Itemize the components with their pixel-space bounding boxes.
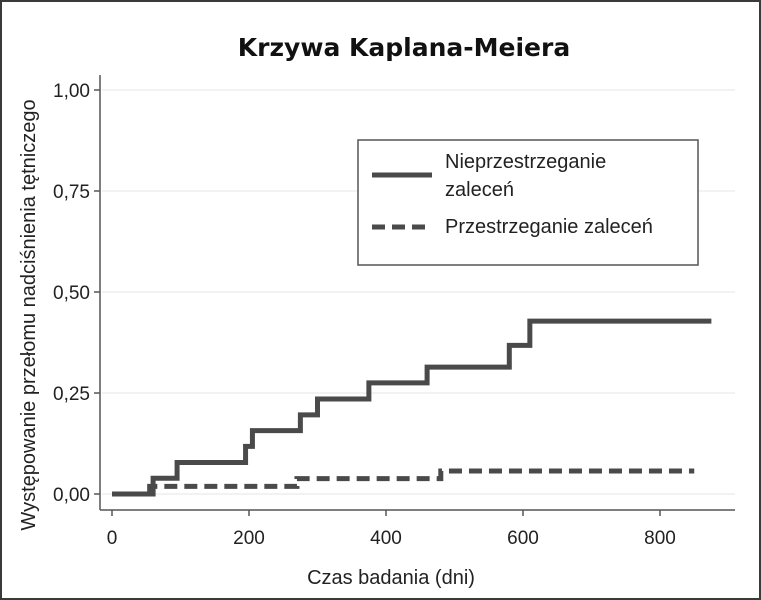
y-tick-label-4: 1,00 [53, 81, 90, 102]
y-tick-label-0: 0,00 [53, 485, 90, 506]
x-tick-label-1: 200 [233, 528, 265, 549]
y-tick-label-1: 0,25 [53, 384, 90, 405]
legend-label-solid-line2: zaleceń [445, 179, 514, 201]
y-tick-label-3: 0,75 [53, 182, 90, 203]
y-ticks: 0,00 0,25 0,50 0,75 1,00 [53, 81, 100, 506]
y-axis-label: Występowanie przełomu nadciśnienia tętni… [18, 99, 40, 530]
legend-label-dashed: Przestrzeganie zaleceń [445, 216, 653, 238]
y-tick-label-2: 0,50 [53, 283, 90, 304]
x-ticks: 0 200 400 600 800 [107, 510, 676, 549]
series-lines [112, 318, 712, 497]
legend: Nieprzestrzeganie zaleceń Przestrzeganie… [357, 139, 699, 266]
legend-label-solid-line1: Nieprzestrzeganie [445, 151, 606, 173]
x-tick-label-0: 0 [107, 528, 118, 549]
series-line-0 [112, 318, 712, 497]
x-axis-label: Czas badania (dni) [307, 567, 475, 589]
x-tick-label-4: 800 [644, 528, 676, 549]
x-tick-label-3: 600 [507, 528, 539, 549]
chart-title: Krzywa Kaplana-Meiera [238, 33, 570, 62]
legend-box [357, 139, 699, 266]
x-tick-label-2: 400 [370, 528, 402, 549]
series-line-1 [112, 468, 695, 497]
grid-lines [102, 89, 735, 495]
